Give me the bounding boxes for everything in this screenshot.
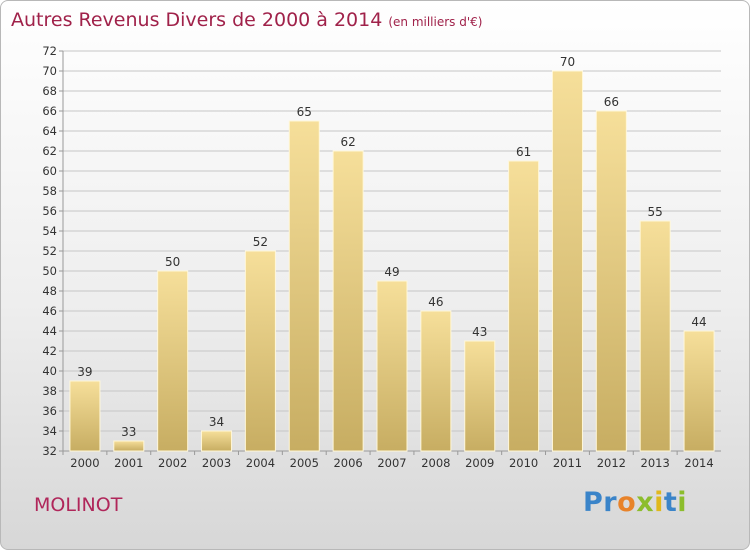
data-label-2000: 39 (77, 365, 92, 379)
y-tick-label: 58 (42, 184, 57, 198)
bar-2001 (113, 440, 145, 452)
bar-2011 (551, 70, 583, 452)
bar-2012 (595, 110, 627, 452)
logo-letter: P (583, 487, 604, 518)
y-tick-label: 46 (42, 304, 57, 318)
data-label-2013: 55 (648, 205, 663, 219)
logo-letter: t (663, 487, 678, 518)
bar-2014 (683, 330, 715, 452)
data-label-2011: 70 (560, 55, 575, 69)
bar-2004 (244, 250, 276, 452)
proxiti-logo[interactable]: Proxiti (583, 487, 687, 518)
chart-subtitle: (en milliers d'€) (388, 15, 483, 29)
y-tick-label: 54 (42, 224, 57, 238)
bar-2010 (508, 160, 540, 452)
bar-2013 (639, 220, 671, 452)
logo-letter: o (617, 487, 637, 518)
bar-2002 (157, 270, 189, 452)
data-label-2001: 33 (121, 425, 136, 439)
x-tick-label-2004: 2004 (246, 456, 275, 470)
bar-2006 (332, 150, 364, 452)
x-tick-label-2006: 2006 (333, 456, 362, 470)
x-tick-label-2010: 2010 (509, 456, 538, 470)
data-label-2009: 43 (472, 325, 487, 339)
x-tick-label-2013: 2013 (641, 456, 670, 470)
y-tick-label: 52 (42, 244, 57, 258)
logo-letter: r (603, 487, 618, 518)
data-label-2006: 62 (340, 135, 355, 149)
x-tick-label-2005: 2005 (290, 456, 319, 470)
y-tick-label: 64 (42, 124, 57, 138)
bar-2003 (201, 430, 233, 452)
y-tick-label: 36 (42, 404, 57, 418)
data-label-2004: 52 (253, 235, 268, 249)
x-tick-label-2011: 2011 (553, 456, 582, 470)
y-tick-label: 38 (42, 384, 57, 398)
data-label-2014: 44 (691, 315, 706, 329)
x-tick-label-2007: 2007 (377, 456, 406, 470)
y-tick-label: 60 (42, 164, 57, 178)
y-tick-label: 56 (42, 204, 57, 218)
commune-name: MOLINOT (34, 494, 123, 516)
bar-2009 (464, 340, 496, 452)
bar-2000 (69, 380, 101, 452)
data-label-2008: 46 (428, 295, 443, 309)
y-tick-label: 70 (42, 64, 57, 78)
y-tick-label: 50 (42, 264, 57, 278)
x-tick-label-2009: 2009 (465, 456, 494, 470)
data-label-2003: 34 (209, 415, 224, 429)
x-tick-label-2003: 2003 (202, 456, 231, 470)
data-label-2005: 65 (297, 105, 312, 119)
x-tick-label-2000: 2000 (70, 456, 99, 470)
data-label-2002: 50 (165, 255, 180, 269)
logo-letter: i (654, 487, 664, 518)
y-tick-label: 48 (42, 284, 57, 298)
bar-2008 (420, 310, 452, 452)
y-tick-label: 68 (42, 84, 57, 98)
y-tick-label: 72 (42, 44, 57, 58)
logo-letter: x (636, 487, 655, 518)
y-tick-label: 34 (42, 424, 57, 438)
data-label-2007: 49 (384, 265, 399, 279)
y-tick-label: 32 (42, 444, 57, 458)
y-tick-label: 66 (42, 104, 57, 118)
data-label-2010: 61 (516, 145, 531, 159)
x-tick-label-2012: 2012 (597, 456, 626, 470)
y-tick-label: 40 (42, 364, 57, 378)
bars (69, 70, 715, 452)
y-tick-label: 44 (42, 324, 57, 338)
logo-letter: i (677, 487, 688, 518)
chart-title-text: Autres Revenus Divers de 2000 à 2014 (11, 9, 383, 31)
x-tick-label-2001: 2001 (114, 456, 143, 470)
x-tick-label-2008: 2008 (421, 456, 450, 470)
bar-2005 (288, 120, 320, 452)
y-tick-label: 62 (42, 144, 57, 158)
x-tick-label-2014: 2014 (684, 456, 713, 470)
data-labels: 39 33 50 34 52 65 62 49 46 43 61 70 66 55 44 (77, 55, 706, 439)
x-axis-ticks: 2000 2001 2002 2003 2004 2005 2006 2007 2008 2009… (62, 451, 714, 470)
data-label-2012: 66 (604, 95, 619, 109)
x-tick-label-2002: 2002 (158, 456, 187, 470)
chart-title: Autres Revenus Divers de 2000 à 2014 (en … (11, 9, 482, 31)
y-tick-label: 42 (42, 344, 57, 358)
bar-2007 (376, 280, 408, 452)
y-axis-ticks: 32 34 36 38 40 42 44 46 48 50 52 54 56 58 60 62 64 66 68 70… (42, 44, 63, 458)
